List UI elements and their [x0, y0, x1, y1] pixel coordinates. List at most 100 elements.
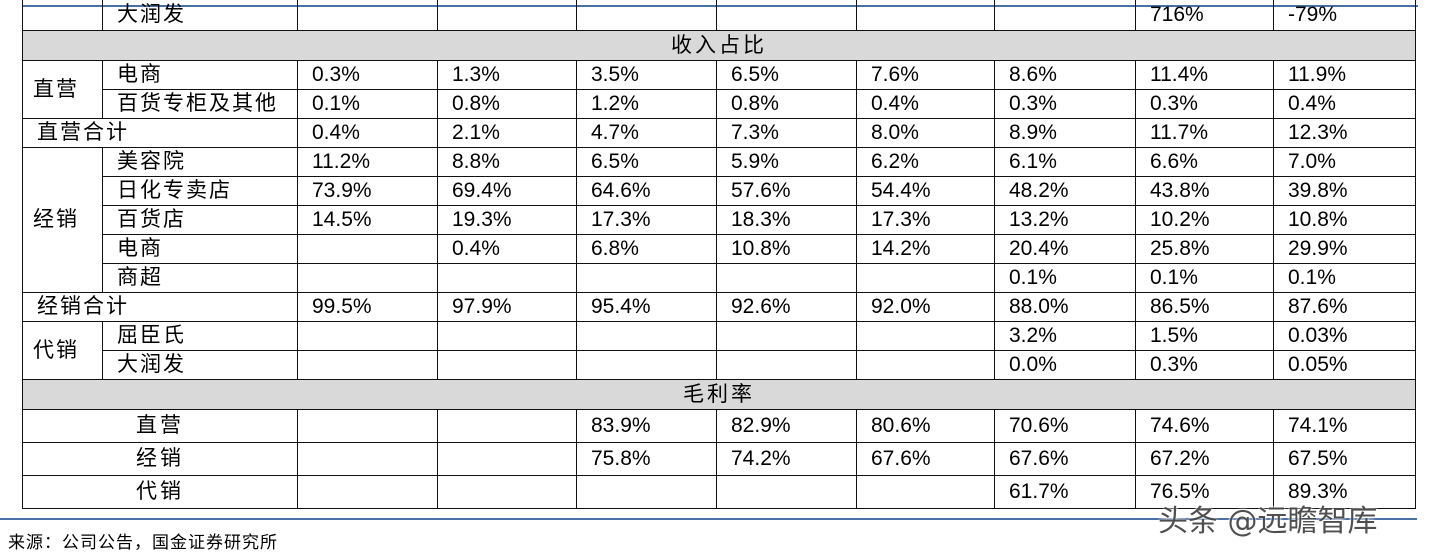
table-row: 收入占比 [22, 29, 1416, 61]
value-cell [297, 474, 438, 509]
value-cell [437, 474, 577, 509]
table-row: 经销 美容院 11.2% 8.8% 6.5% 5.9% 6.2% 6.1% 6.6% 7.0% [22, 146, 1416, 293]
value-cell: 8.6% [994, 59, 1136, 90]
value-cell [856, 349, 995, 380]
value-cell [576, 0, 717, 31]
row-label: 日化专卖店 [102, 175, 298, 206]
value-cell: 74.6% [1135, 408, 1274, 443]
row-label: 经销 [22, 441, 298, 476]
row-label: 代销 [22, 474, 298, 509]
value-cell: 95.4% [576, 291, 717, 322]
value-cell [297, 441, 438, 476]
value-cell: 74.1% [1273, 408, 1416, 443]
value-cell: 7.0% [1273, 146, 1416, 177]
value-cell: 0.8% [437, 88, 577, 119]
value-cell: 2.1% [437, 117, 577, 148]
value-cell: 17.3% [576, 204, 717, 235]
channel-revenue-margin-table: 大润发 716% -79% 收入占比 直营 电商 0.3% 1.3% 3.5% 6.5% 7.6% 8… [22, 0, 1416, 509]
value-cell: 67.2% [1135, 441, 1274, 476]
value-cell: 8.8% [437, 146, 577, 177]
value-cell: 0.1% [1135, 262, 1274, 293]
value-cell: 67.5% [1273, 441, 1416, 476]
table-row: 商超 0.1% 0.1% 0.1% [23, 262, 1416, 293]
table-row: 毛利率 [22, 378, 1416, 410]
value-cell: 88.0% [994, 291, 1136, 322]
value-cell: 29.9% [1273, 233, 1416, 264]
table-row: 经销合计 99.5% 97.9% 95.4% 92.6% 92.0% 88.0% 86.5% 8… [22, 291, 1416, 322]
value-cell: 13.2% [994, 204, 1136, 235]
value-cell: 89.3% [1273, 474, 1416, 509]
table-row: 百货店 14.5% 19.3% 17.3% 18.3% 17.3% 13.2% 10.2% 10… [23, 204, 1416, 235]
value-cell: 69.4% [437, 175, 577, 206]
value-cell: 6.5% [576, 146, 717, 177]
value-cell: 11.4% [1135, 59, 1274, 90]
value-cell: 74.2% [716, 441, 857, 476]
value-cell [297, 320, 438, 351]
value-cell [297, 0, 438, 31]
value-cell: 10.2% [1135, 204, 1274, 235]
value-cell: 97.9% [437, 291, 577, 322]
bottom-rule [0, 518, 1417, 520]
value-cell: 6.8% [576, 233, 717, 264]
value-cell: 87.6% [1273, 291, 1416, 322]
value-cell [576, 262, 717, 293]
value-cell: 92.0% [856, 291, 995, 322]
value-cell: 67.6% [856, 441, 995, 476]
value-cell: 92.6% [716, 291, 857, 322]
table-row: 电商 0.4% 6.8% 10.8% 14.2% 20.4% 25.8% 29.9% [23, 233, 1416, 264]
value-cell: 0.05% [1273, 349, 1416, 380]
row-label: 美容院 [102, 146, 298, 177]
value-cell: 54.4% [856, 175, 995, 206]
row-label: 大润发 [102, 0, 298, 31]
value-cell: 3.2% [994, 320, 1136, 351]
row-label: 电商 [102, 233, 298, 264]
value-cell: 82.9% [716, 408, 857, 443]
value-cell [297, 262, 438, 293]
group-label: 代销 [22, 320, 103, 380]
value-cell [437, 320, 577, 351]
value-cell: 0.0% [994, 349, 1136, 380]
total-label: 经销合计 [22, 291, 298, 322]
value-cell: 67.6% [994, 441, 1136, 476]
row-label: 直营 [22, 408, 298, 443]
value-cell: 61.7% [994, 474, 1136, 509]
value-cell: 18.3% [716, 204, 857, 235]
table-row: 经销 75.8% 74.2% 67.6% 67.6% 67.2% 67.5% [22, 441, 1416, 476]
value-cell: 19.3% [437, 204, 577, 235]
data-table-container: 大润发 716% -79% 收入占比 直营 电商 0.3% 1.3% 3.5% 6.5% 7.6% 8… [22, 0, 1416, 518]
value-cell [856, 474, 995, 509]
value-cell: 64.6% [576, 175, 717, 206]
value-cell: 1.2% [576, 88, 717, 119]
value-cell: 0.3% [1135, 349, 1274, 380]
value-cell: 43.8% [1135, 175, 1274, 206]
value-cell: 5.9% [716, 146, 857, 177]
value-cell: -79% [1273, 0, 1416, 31]
table-row: 代销 屈臣氏 3.2% 1.5% 0.03% [22, 320, 1416, 380]
value-cell: 14.5% [297, 204, 438, 235]
row-label: 百货专柜及其他 [102, 88, 298, 119]
value-cell [437, 262, 577, 293]
value-cell: 75.8% [576, 441, 717, 476]
value-cell [856, 0, 995, 31]
value-cell: 10.8% [716, 233, 857, 264]
value-cell: 12.3% [1273, 117, 1416, 148]
value-cell: 0.8% [716, 88, 857, 119]
value-cell [437, 441, 577, 476]
table-row: 代销 61.7% 76.5% 89.3% [22, 474, 1416, 509]
value-cell: 0.03% [1273, 320, 1416, 351]
value-cell: 10.8% [1273, 204, 1416, 235]
value-cell: 11.7% [1135, 117, 1274, 148]
value-cell [576, 474, 717, 509]
table-row: 直营合计 0.4% 2.1% 4.7% 7.3% 8.0% 8.9% 11.7% 12.3% [22, 117, 1416, 148]
row-label: 屈臣氏 [102, 320, 298, 351]
value-cell [856, 320, 995, 351]
value-cell: 76.5% [1135, 474, 1274, 509]
value-cell: 0.3% [297, 59, 438, 90]
table-row: 百货专柜及其他 0.1% 0.8% 1.2% 0.8% 0.4% 0.3% 0.3% 0.4% [23, 88, 1416, 119]
value-cell: 25.8% [1135, 233, 1274, 264]
row-label: 商超 [102, 262, 298, 293]
value-cell [297, 233, 438, 264]
value-cell [716, 474, 857, 509]
table-row: 大润发 0.0% 0.3% 0.05% [23, 349, 1416, 380]
value-cell: 73.9% [297, 175, 438, 206]
